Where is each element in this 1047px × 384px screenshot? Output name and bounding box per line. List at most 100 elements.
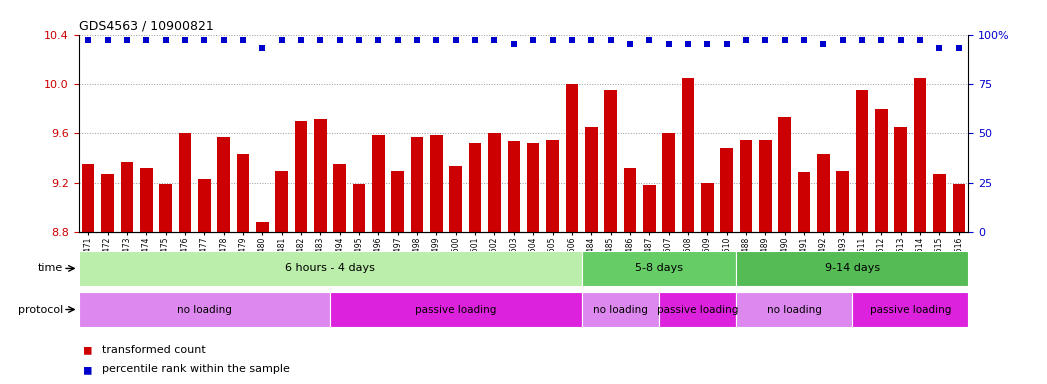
Bar — [79, 251, 581, 286]
Text: GDS4563 / 10900821: GDS4563 / 10900821 — [79, 19, 214, 32]
Point — [447, 37, 464, 43]
Point — [699, 41, 716, 48]
Bar — [102, 174, 114, 232]
Point — [216, 37, 232, 43]
Bar — [855, 90, 868, 232]
Bar — [198, 179, 210, 232]
Point — [467, 37, 484, 43]
Text: 6 hours - 4 days: 6 hours - 4 days — [285, 263, 375, 273]
Bar — [720, 148, 733, 232]
Text: passive loading: passive loading — [870, 305, 951, 314]
Bar — [852, 292, 968, 327]
Bar — [581, 292, 659, 327]
Text: protocol: protocol — [18, 305, 63, 314]
Point — [602, 37, 619, 43]
Bar — [469, 143, 482, 232]
Bar — [581, 251, 736, 286]
Bar — [218, 137, 230, 232]
Point — [235, 37, 251, 43]
Point — [912, 37, 929, 43]
Text: passive loading: passive loading — [656, 305, 738, 314]
Bar — [894, 127, 907, 232]
Bar — [294, 121, 308, 232]
Bar — [508, 141, 520, 232]
Bar — [643, 185, 655, 232]
Bar — [372, 135, 384, 232]
Point — [544, 37, 561, 43]
Bar — [659, 292, 736, 327]
Bar — [585, 127, 598, 232]
Point — [273, 37, 290, 43]
Bar — [410, 137, 423, 232]
Bar — [701, 183, 714, 232]
Bar — [392, 170, 404, 232]
Point — [525, 37, 541, 43]
Bar — [604, 90, 617, 232]
Point — [641, 37, 658, 43]
Bar — [179, 134, 192, 232]
Point — [873, 37, 890, 43]
Point — [118, 37, 135, 43]
Point — [563, 37, 580, 43]
Text: 9-14 days: 9-14 days — [825, 263, 879, 273]
Point — [389, 37, 406, 43]
Point — [486, 37, 503, 43]
Bar — [914, 78, 927, 232]
Bar — [140, 168, 153, 232]
Text: passive loading: passive loading — [415, 305, 496, 314]
Bar — [488, 134, 500, 232]
Text: no loading: no loading — [766, 305, 822, 314]
Point — [757, 37, 774, 43]
Point — [583, 37, 600, 43]
Bar — [953, 184, 965, 232]
Bar — [933, 174, 945, 232]
Bar — [120, 162, 133, 232]
Point — [853, 37, 870, 43]
Point — [312, 37, 329, 43]
Point — [254, 45, 271, 51]
Text: transformed count: transformed count — [102, 345, 205, 355]
Bar — [330, 292, 581, 327]
Point — [428, 37, 445, 43]
Point — [99, 37, 116, 43]
Bar — [624, 168, 637, 232]
Bar — [527, 143, 539, 232]
Text: time: time — [38, 263, 63, 273]
Text: no loading: no loading — [593, 305, 648, 314]
Bar — [837, 170, 849, 232]
Point — [834, 37, 851, 43]
Point — [661, 41, 677, 48]
Bar — [159, 184, 172, 232]
Point — [80, 37, 96, 43]
Bar — [79, 292, 330, 327]
Bar — [275, 170, 288, 232]
Bar — [736, 251, 968, 286]
Point — [931, 45, 948, 51]
Bar — [257, 222, 269, 232]
Point — [157, 37, 174, 43]
Point — [177, 37, 194, 43]
Bar — [237, 154, 249, 232]
Point — [196, 37, 213, 43]
Bar — [875, 109, 888, 232]
Point — [331, 37, 348, 43]
Point — [815, 41, 831, 48]
Point — [370, 37, 386, 43]
Bar — [817, 154, 829, 232]
Bar — [739, 140, 753, 232]
Point — [680, 41, 696, 48]
Bar — [333, 164, 346, 232]
Bar — [547, 140, 559, 232]
Point — [951, 45, 967, 51]
Bar — [736, 292, 852, 327]
Text: percentile rank within the sample: percentile rank within the sample — [102, 364, 289, 374]
Bar — [778, 118, 790, 232]
Bar — [565, 84, 578, 232]
Bar — [682, 78, 694, 232]
Point — [718, 41, 735, 48]
Point — [506, 41, 522, 48]
Bar — [449, 166, 462, 232]
Bar — [430, 135, 443, 232]
Bar — [314, 119, 327, 232]
Bar — [759, 140, 772, 232]
